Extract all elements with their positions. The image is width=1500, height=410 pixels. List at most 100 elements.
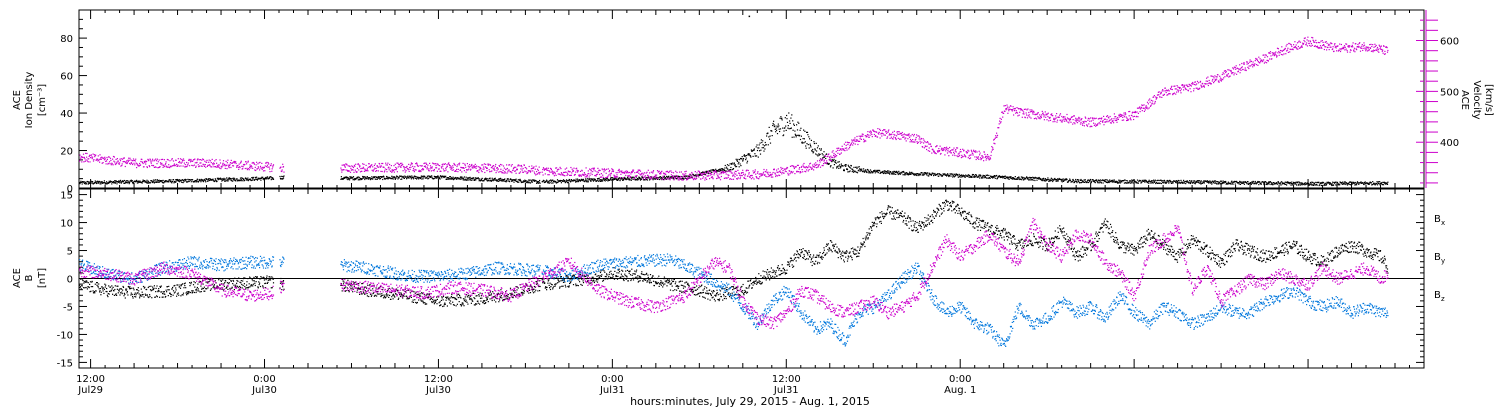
velocity-point	[733, 172, 735, 174]
density-point	[386, 176, 388, 178]
density-point	[939, 173, 941, 175]
density-point	[164, 181, 166, 183]
density-point	[630, 176, 632, 178]
density-point	[1252, 182, 1254, 184]
density-point	[1076, 180, 1078, 183]
velocity-point	[610, 172, 612, 174]
density-point	[209, 178, 211, 180]
velocity-point	[836, 149, 839, 151]
velocity-point	[699, 172, 701, 174]
velocity-point	[836, 155, 838, 157]
density-point	[846, 169, 849, 171]
velocity-point	[158, 159, 160, 161]
velocity-point	[1031, 110, 1033, 112]
velocity-point	[789, 170, 791, 172]
density-point	[947, 174, 949, 176]
velocity-point	[644, 176, 646, 178]
velocity-point	[195, 165, 197, 167]
velocity-point	[219, 162, 222, 164]
velocity-point	[926, 145, 928, 147]
density-point	[358, 176, 360, 178]
density-point	[903, 170, 905, 173]
velocity-point	[814, 166, 816, 168]
density-point	[514, 179, 516, 181]
velocity-point	[692, 175, 694, 177]
density-point	[1296, 184, 1298, 186]
density-point	[734, 165, 736, 167]
velocity-point	[571, 168, 573, 170]
density-point	[195, 181, 197, 183]
density-point	[120, 182, 122, 184]
velocity-point	[532, 167, 535, 169]
velocity-point	[92, 153, 94, 155]
density-point	[1135, 181, 1137, 183]
velocity-point	[213, 166, 215, 168]
velocity-point	[127, 161, 129, 163]
velocity-point	[945, 150, 947, 152]
density-point	[602, 180, 604, 182]
density-point	[562, 180, 564, 183]
density-point	[584, 181, 586, 183]
density-point	[529, 182, 532, 184]
density-point	[724, 167, 726, 169]
density-point	[122, 180, 124, 182]
density-point	[1129, 182, 1132, 184]
density-point	[1386, 183, 1389, 185]
velocity-point	[150, 161, 152, 163]
velocity-point	[937, 151, 939, 153]
velocity-point	[884, 134, 886, 136]
density-point	[1247, 181, 1249, 183]
velocity-point	[694, 171, 696, 173]
density-point	[1368, 183, 1370, 185]
velocity-point	[369, 167, 371, 169]
velocity-point	[733, 174, 735, 176]
density-point	[994, 177, 996, 179]
density-point	[958, 173, 960, 175]
velocity-point	[1000, 118, 1002, 120]
velocity-point	[820, 158, 822, 160]
velocity-point	[355, 163, 357, 165]
density-point	[882, 170, 884, 173]
density-point	[247, 177, 249, 179]
density-point	[209, 179, 211, 181]
velocity-point	[171, 158, 173, 160]
density-point	[1068, 180, 1070, 182]
density-point	[594, 178, 596, 180]
density-point	[760, 149, 762, 151]
velocity-point	[204, 164, 206, 166]
density-point	[1105, 179, 1107, 181]
density-point	[991, 175, 993, 178]
density-point	[1062, 178, 1064, 180]
velocity-point	[458, 164, 460, 166]
velocity-point	[374, 167, 376, 169]
density-point	[1011, 177, 1013, 179]
density-point	[883, 170, 885, 172]
density-point	[162, 179, 164, 181]
density-point	[1054, 177, 1056, 180]
density-point	[433, 178, 435, 180]
density-point	[1141, 179, 1143, 181]
density-point	[1350, 181, 1352, 183]
density-point	[110, 181, 112, 183]
density-point	[139, 181, 141, 183]
density-point	[779, 130, 781, 133]
velocity-point	[928, 143, 930, 145]
velocity-point	[830, 160, 832, 162]
velocity-point	[772, 171, 774, 174]
density-point	[577, 181, 579, 183]
density-point	[94, 180, 96, 182]
density-point	[393, 176, 395, 178]
density-point	[1077, 179, 1079, 181]
density-point	[156, 181, 158, 183]
velocity-point	[642, 173, 645, 175]
density-point	[402, 176, 405, 178]
density-point	[627, 177, 629, 179]
velocity-point	[202, 159, 205, 161]
velocity-point	[416, 163, 418, 165]
velocity-axis-label: [km/s]	[1483, 84, 1494, 116]
velocity-point	[271, 168, 273, 170]
density-point	[397, 176, 399, 178]
velocity-point	[258, 167, 260, 169]
velocity-point	[1025, 112, 1027, 114]
velocity-point	[455, 170, 457, 172]
